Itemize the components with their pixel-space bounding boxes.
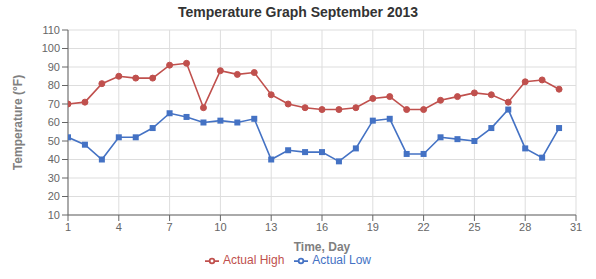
svg-text:40: 40 [48,153,60,165]
svg-text:Temperature (°F): Temperature (°F) [11,75,25,170]
svg-text:Time, Day: Time, Day [294,240,351,254]
svg-text:20: 20 [48,190,60,202]
svg-text:100: 100 [42,42,60,54]
svg-text:110: 110 [42,24,60,36]
svg-text:80: 80 [48,79,60,91]
svg-text:4: 4 [116,221,122,233]
html-text:Actual Low: Actual Low [312,253,371,267]
svg-text:70: 70 [48,98,60,110]
svg-text:7: 7 [167,221,173,233]
svg-text:30: 30 [48,172,60,184]
svg-text:25: 25 [468,221,480,233]
svg-text:90: 90 [48,61,60,73]
svg-text:19: 19 [367,221,379,233]
svg-text:1: 1 [65,221,71,233]
svg-text:60: 60 [48,116,60,128]
svg-text:10: 10 [48,209,60,221]
svg-text:22: 22 [417,221,429,233]
svg-text:13: 13 [265,221,277,233]
html-text:Temperature Graph September 20: Temperature Graph September 2013 [177,4,419,20]
svg-text:28: 28 [519,221,531,233]
svg-text:31: 31 [570,221,582,233]
svg-text:10: 10 [214,221,226,233]
svg-text:16: 16 [316,221,328,233]
html-text:Actual High: Actual High [223,253,285,267]
svg-text:50: 50 [48,135,60,147]
